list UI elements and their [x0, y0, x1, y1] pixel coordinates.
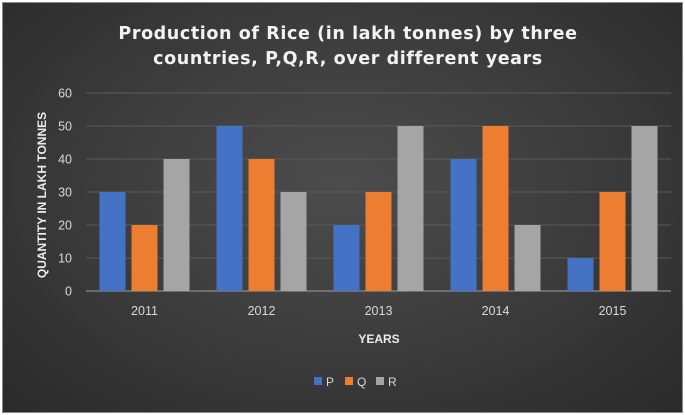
y-tick-label: 50 — [58, 120, 72, 134]
y-tick-label: 0 — [65, 285, 72, 299]
bar-Q-2014 — [482, 126, 509, 291]
bar-Q-2012 — [248, 159, 275, 291]
y-tick-label: 10 — [58, 252, 72, 266]
legend-swatch-P — [314, 377, 322, 385]
y-axis-ticks: 0 10 20 30 40 50 60 — [58, 87, 72, 299]
bar-R-2014 — [514, 225, 541, 291]
y-tick-label: 40 — [58, 153, 72, 167]
x-tick-label: 2011 — [131, 304, 158, 318]
legend-swatch-Q — [345, 377, 353, 385]
x-axis-title: YEARS — [358, 332, 399, 346]
bar-R-2011 — [163, 159, 190, 291]
bar-Q-2015 — [599, 192, 626, 291]
legend-label-P: P — [326, 375, 334, 389]
y-tick-label: 30 — [58, 186, 72, 200]
bar-R-2013 — [397, 126, 424, 291]
bar-R-2012 — [280, 192, 307, 291]
x-tick-label: 2015 — [599, 304, 627, 318]
legend-label-R: R — [388, 375, 397, 389]
bar-chart: Production of Rice (in lakh tonnes) by t… — [35, 24, 671, 389]
bar-R-2015 — [631, 126, 658, 291]
bar-P-2013 — [333, 225, 360, 291]
legend-label-Q: Q — [357, 375, 366, 389]
y-axis-title: QUANTITY IN LAKH TONNES — [35, 112, 49, 278]
bar-P-2011 — [99, 192, 126, 291]
bar-P-2014 — [450, 159, 477, 291]
bars — [99, 126, 658, 291]
x-tick-label: 2013 — [365, 304, 393, 318]
chart-title-line-2: countries, P,Q,R, over different years — [153, 49, 543, 69]
bar-P-2015 — [567, 258, 594, 291]
legend: P Q R — [314, 375, 397, 389]
bar-Q-2011 — [131, 225, 158, 291]
bar-P-2012 — [216, 126, 243, 291]
x-axis-ticks: 2011 2012 2013 2014 2015 — [131, 304, 626, 318]
y-tick-label: 20 — [58, 219, 72, 233]
x-tick-label: 2014 — [482, 304, 510, 318]
legend-swatch-R — [376, 377, 384, 385]
chart-title-line-1: Production of Rice (in lakh tonnes) by t… — [118, 24, 577, 44]
x-tick-label: 2012 — [248, 304, 276, 318]
y-tick-label: 60 — [58, 87, 72, 101]
bar-Q-2013 — [365, 192, 392, 291]
